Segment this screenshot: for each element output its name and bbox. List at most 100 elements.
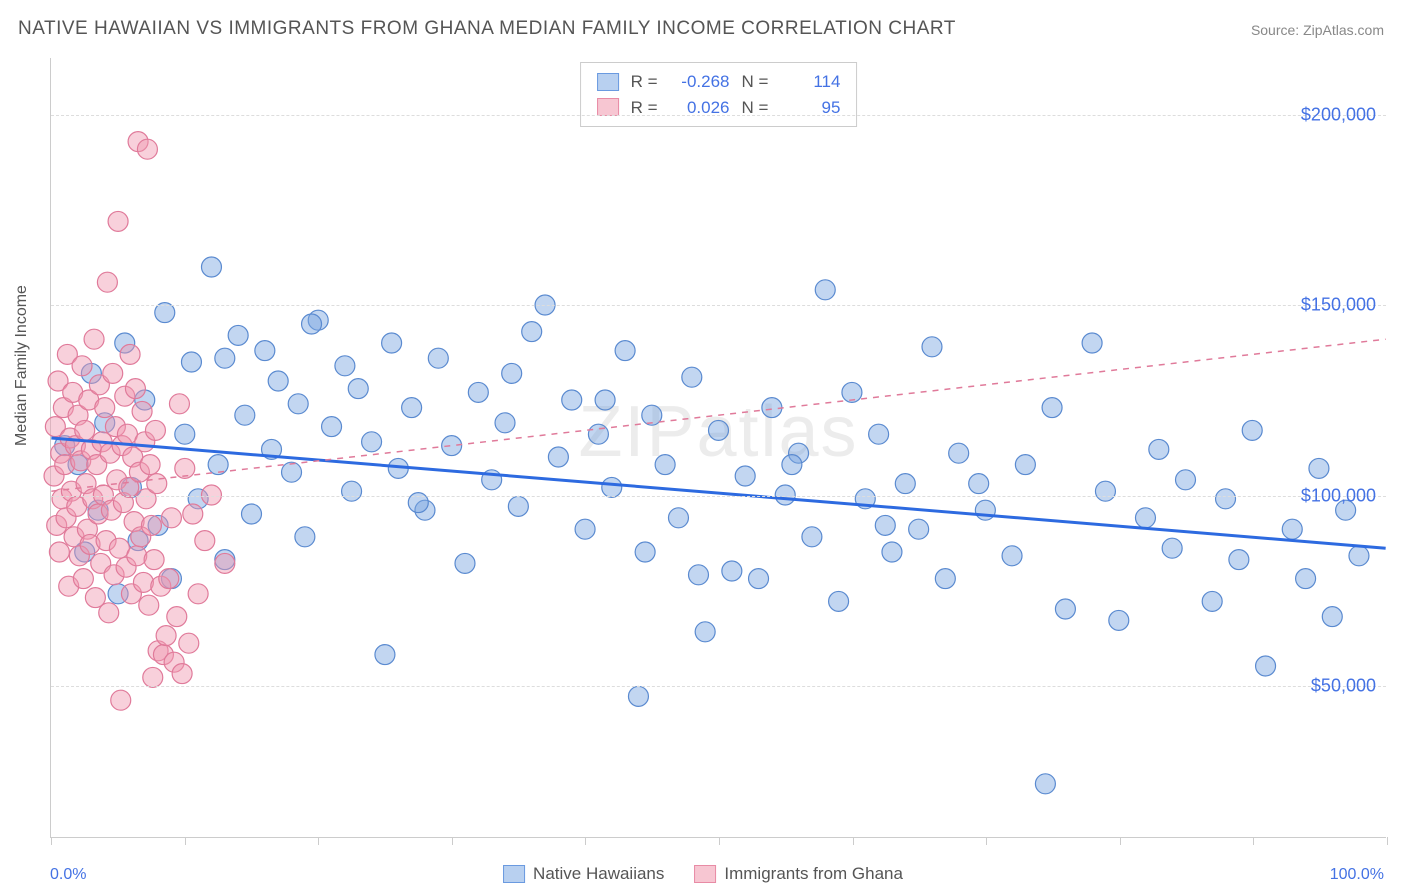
x-tick — [585, 837, 586, 845]
data-point-series-2 — [144, 550, 164, 570]
data-point-series-2 — [141, 515, 161, 535]
data-point-series-2 — [159, 569, 179, 589]
swatch-series-2 — [597, 98, 619, 116]
data-point-series-2 — [73, 569, 93, 589]
data-point-series-1 — [735, 466, 755, 486]
data-point-series-2 — [188, 584, 208, 604]
data-point-series-1 — [495, 413, 515, 433]
data-point-series-1 — [935, 569, 955, 589]
data-point-series-1 — [688, 565, 708, 585]
data-point-series-1 — [288, 394, 308, 414]
data-point-series-2 — [72, 356, 92, 376]
data-point-series-2 — [143, 667, 163, 687]
data-point-series-1 — [1349, 546, 1369, 566]
legend-label-1: Native Hawaiians — [533, 864, 664, 884]
stats-box: R = -0.268 N = 114 R = 0.026 N = 95 — [580, 62, 858, 127]
data-point-series-1 — [348, 379, 368, 399]
legend-swatch-1 — [503, 865, 525, 883]
gridline — [51, 305, 1386, 306]
legend-label-2: Immigrants from Ghana — [724, 864, 903, 884]
y-tick-label: $200,000 — [1301, 105, 1376, 126]
data-point-series-1 — [508, 496, 528, 516]
data-point-series-1 — [302, 314, 322, 334]
data-point-series-1 — [502, 363, 522, 383]
stats-r-value-1: -0.268 — [670, 69, 730, 95]
gridline — [51, 115, 1386, 116]
data-point-series-1 — [602, 477, 622, 497]
data-point-series-2 — [99, 603, 119, 623]
x-tick — [1387, 837, 1388, 845]
data-point-series-1 — [228, 325, 248, 345]
data-point-series-1 — [1162, 538, 1182, 558]
data-point-series-2 — [95, 398, 115, 418]
data-point-series-2 — [167, 607, 187, 627]
data-point-series-1 — [615, 341, 635, 361]
data-point-series-1 — [1015, 455, 1035, 475]
stats-row-1: R = -0.268 N = 114 — [597, 69, 841, 95]
data-point-series-1 — [181, 352, 201, 372]
data-point-series-1 — [782, 455, 802, 475]
data-point-series-2 — [137, 139, 157, 159]
data-point-series-1 — [815, 280, 835, 300]
stats-n-value-2: 95 — [780, 95, 840, 121]
data-point-series-1 — [1229, 550, 1249, 570]
data-point-series-2 — [169, 394, 189, 414]
data-point-series-2 — [120, 344, 140, 364]
data-point-series-1 — [969, 474, 989, 494]
data-point-series-2 — [108, 211, 128, 231]
data-point-series-1 — [628, 686, 648, 706]
data-point-series-1 — [1002, 546, 1022, 566]
data-point-series-1 — [882, 542, 902, 562]
data-point-series-1 — [335, 356, 355, 376]
plot-area: ZIPatlas R = -0.268 N = 114 R = 0.026 N … — [50, 58, 1386, 838]
data-point-series-1 — [1202, 591, 1222, 611]
data-point-series-1 — [869, 424, 889, 444]
data-point-series-1 — [375, 645, 395, 665]
stats-r-label-1: R = — [631, 69, 658, 95]
data-point-series-1 — [522, 322, 542, 342]
data-point-series-2 — [133, 572, 153, 592]
data-point-series-1 — [595, 390, 615, 410]
stats-row-2: R = 0.026 N = 95 — [597, 95, 841, 121]
gridline — [51, 496, 1386, 497]
data-point-series-1 — [1282, 519, 1302, 539]
data-point-series-2 — [127, 546, 147, 566]
x-tick — [51, 837, 52, 845]
data-point-series-2 — [195, 531, 215, 551]
data-point-series-1 — [295, 527, 315, 547]
data-point-series-1 — [922, 337, 942, 357]
data-point-series-2 — [172, 664, 192, 684]
data-point-series-1 — [215, 348, 235, 368]
data-point-series-2 — [103, 363, 123, 383]
x-max-label: 100.0% — [1330, 866, 1384, 884]
data-point-series-2 — [156, 626, 176, 646]
data-point-series-1 — [875, 515, 895, 535]
x-tick — [318, 837, 319, 845]
data-point-series-1 — [1035, 774, 1055, 794]
swatch-series-1 — [597, 73, 619, 91]
data-point-series-1 — [235, 405, 255, 425]
data-point-series-2 — [132, 401, 152, 421]
data-point-series-1 — [1256, 656, 1276, 676]
data-point-series-1 — [802, 527, 822, 547]
chart-title: NATIVE HAWAIIAN VS IMMIGRANTS FROM GHANA… — [18, 18, 956, 40]
data-point-series-1 — [695, 622, 715, 642]
source-label: Source: ZipAtlas.com — [1251, 22, 1384, 38]
data-point-series-2 — [145, 420, 165, 440]
y-tick-label: $150,000 — [1301, 295, 1376, 316]
data-point-series-2 — [161, 508, 181, 528]
data-point-series-1 — [562, 390, 582, 410]
data-point-series-2 — [111, 690, 131, 710]
stats-r-value-2: 0.026 — [670, 95, 730, 121]
data-point-series-1 — [468, 382, 488, 402]
data-point-series-1 — [709, 420, 729, 440]
data-point-series-1 — [668, 508, 688, 528]
data-point-series-1 — [548, 447, 568, 467]
data-point-series-2 — [183, 504, 203, 524]
data-point-series-2 — [49, 542, 69, 562]
data-point-series-1 — [909, 519, 929, 539]
data-point-series-2 — [215, 553, 235, 573]
data-point-series-1 — [1216, 489, 1236, 509]
data-point-series-1 — [1082, 333, 1102, 353]
data-point-series-1 — [242, 504, 262, 524]
